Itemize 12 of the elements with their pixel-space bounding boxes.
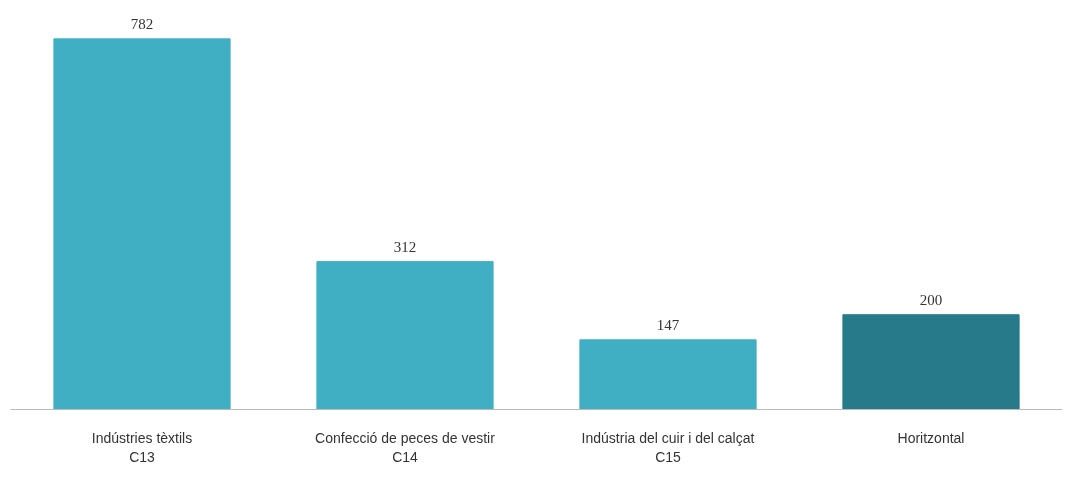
bar — [316, 261, 494, 410]
data-label: 312 — [393, 238, 417, 255]
data-label: 147 — [656, 316, 680, 333]
x-tick-label: Horitzontal — [897, 429, 965, 446]
data-label: 200 — [919, 291, 943, 308]
data-label: 782 — [130, 15, 154, 32]
bar — [579, 339, 757, 410]
x-tick-label: Confecció de peces de vestir C14 — [315, 429, 496, 465]
x-tick-label: Indústria del cuir i del calçat C15 — [581, 429, 755, 465]
x-tick-label: Indústries tèxtils C13 — [91, 429, 193, 465]
bar — [842, 314, 1020, 410]
bar — [53, 38, 231, 410]
